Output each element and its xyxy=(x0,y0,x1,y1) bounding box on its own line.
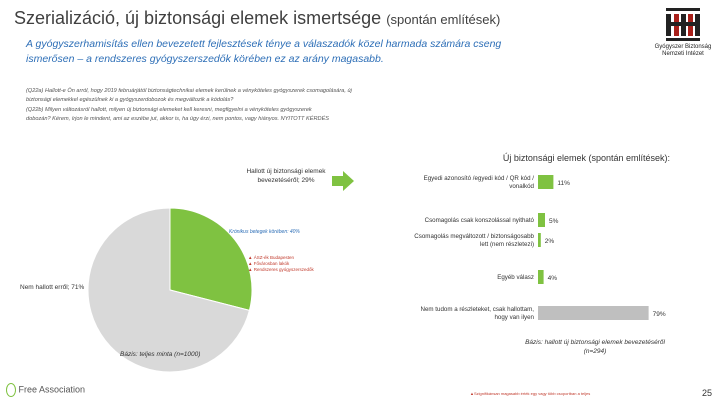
pie-inner-note: Krónikus betegek körében: 40% xyxy=(229,229,300,235)
bar-value-label: 2% xyxy=(545,238,555,245)
bar xyxy=(538,175,554,189)
pie-label-heard: Hallott új biztonsági elemek bevezetésér… xyxy=(246,168,326,184)
question-line: biztonsági elemekkel egészülnek ki a gyó… xyxy=(26,97,234,104)
page-number: 25 xyxy=(702,388,713,398)
bar-value-label: 79% xyxy=(653,311,666,318)
pie-slice-heard xyxy=(169,207,253,312)
pie-legend: ▲ ÁSZ-ék Budapesten ▲ Fővárosban lakók ▲… xyxy=(248,255,314,273)
agency-logo-icon xyxy=(6,383,16,397)
bar xyxy=(538,213,545,227)
legend-item-label: ÁSZ-ék Budapesten xyxy=(253,255,295,260)
institute-logo-text: Gyógyszer Biztonság Nemzeti Intézet xyxy=(648,44,718,58)
pie-label-not-heard: Nem hallott erről; 71% xyxy=(20,284,85,291)
arrow-right-icon xyxy=(332,171,354,191)
subtitle: A gyógyszerhamisítás ellen bevezetett fe… xyxy=(26,38,502,65)
bar-chart: 11% Egyedi azonosító /egyedi kód / QR kód… xyxy=(414,175,666,321)
question-line: dobozán? Kérem, írjon le mindent, ami az… xyxy=(26,116,330,123)
bar-value-label: 5% xyxy=(549,218,559,225)
triangle-up-icon: ▲ xyxy=(248,261,253,266)
title-main: Szerializáció, új biztonsági elemek isme… xyxy=(14,8,382,28)
bar-chart-title: Új biztonsági elemek (spontán említések)… xyxy=(502,153,670,163)
bar-category-label: Nem tudom a részleteket, csak hallottam,… xyxy=(421,306,535,321)
institute-logo: Gyógyszer Biztonság Nemzeti Intézet xyxy=(648,6,718,66)
legend-item: ▲ ÁSZ-ék Budapesten xyxy=(248,255,314,261)
bar xyxy=(538,233,541,247)
institute-logo-icon xyxy=(666,8,700,41)
question-line: (Q22a) Hallott-e Ön arról, hogy 2019 feb… xyxy=(26,88,352,94)
bar-category-label: Egyedi azonosító /egyedi kód / QR kód / v… xyxy=(424,175,535,190)
agency-logo: Free Association xyxy=(6,383,85,397)
bar xyxy=(538,306,649,320)
bar-value-label: 11% xyxy=(557,180,570,187)
question-text: (Q22a) Hallott-e Ön arról, hogy 2019 feb… xyxy=(26,87,386,125)
question-line: (Q22b) Milyen változásról hallott, milye… xyxy=(26,106,312,113)
bar-base-label: Bázis: hallott új biztonsági elemek beve… xyxy=(525,339,665,355)
pie-slice-not-heard xyxy=(87,207,251,373)
logo-line: Gyógyszer Biztonság xyxy=(654,44,712,50)
bar-value-label: 4% xyxy=(548,275,558,282)
pie-chart xyxy=(87,207,253,373)
bar-category-label: Egyéb válasz xyxy=(497,274,534,281)
triangle-up-icon: ▲ xyxy=(470,391,474,396)
legend-item: ▲ Fővárosban lakók xyxy=(248,261,314,267)
triangle-up-icon: ▲ xyxy=(248,255,253,260)
page-title: Szerializáció, új biztonsági elemek isme… xyxy=(14,8,500,29)
bar-category-label: Csomagolás megváltozott / biztonságosabb… xyxy=(414,233,534,248)
agency-logo-text: Free Association xyxy=(18,384,86,395)
triangle-up-icon: ▲ xyxy=(248,267,253,272)
significance-note: ▲Szignifikánsan magasabb érték egy vagy … xyxy=(470,391,591,396)
bar xyxy=(538,270,544,284)
logo-line: Nemzeti Intézet xyxy=(662,51,704,57)
title-suffix: (spontán említések) xyxy=(386,12,501,27)
legend-item-label: Rendszeres gyógyszerszedők xyxy=(253,267,314,272)
pie-base-label: Bázis: teljes minta (n=1000) xyxy=(120,351,201,358)
bar-category-label: Csomagolás csak konszolással nyitható xyxy=(425,217,535,224)
legend-item: ▲ Rendszeres gyógyszerszedők xyxy=(248,267,314,273)
legend-item-label: Fővárosban lakók xyxy=(253,261,290,266)
